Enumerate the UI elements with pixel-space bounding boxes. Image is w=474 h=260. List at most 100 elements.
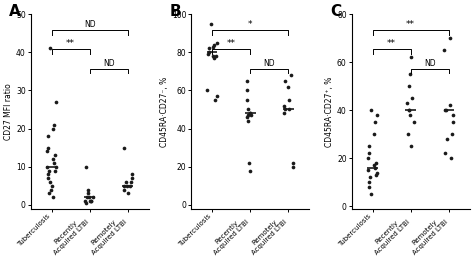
Point: [281, 107, 289, 112]
Point: [406, 72, 414, 76]
Point: [213, 94, 220, 98]
Point: [204, 52, 211, 56]
Point: [128, 172, 136, 176]
Point: [443, 137, 451, 141]
Point: [84, 187, 91, 192]
Point: [446, 103, 454, 107]
Point: [210, 56, 218, 60]
Point: [404, 132, 411, 136]
Point: [86, 199, 94, 203]
Point: [45, 172, 52, 176]
Point: [209, 54, 217, 58]
Point: [83, 195, 91, 199]
Point: [126, 184, 134, 188]
Point: [365, 144, 373, 148]
Point: [247, 113, 255, 117]
Point: [245, 161, 253, 165]
Point: [450, 120, 457, 124]
Point: [405, 108, 412, 112]
Point: [46, 47, 54, 51]
Point: [286, 107, 293, 112]
Point: [46, 180, 54, 184]
Point: [374, 171, 381, 175]
Point: [51, 153, 59, 157]
Point: [244, 113, 252, 117]
Point: [120, 184, 128, 188]
Point: [371, 120, 379, 124]
Point: [43, 165, 51, 169]
Point: [82, 165, 90, 169]
Point: [449, 113, 457, 117]
Point: [446, 36, 454, 40]
Point: [120, 187, 128, 192]
Point: [243, 98, 251, 102]
Point: [440, 48, 448, 52]
Point: [285, 84, 292, 89]
Point: [370, 163, 377, 167]
Point: [212, 54, 219, 58]
Point: [246, 168, 254, 173]
Point: [127, 180, 135, 184]
Point: [82, 199, 89, 203]
Point: [447, 156, 455, 160]
Point: [51, 168, 59, 173]
Point: [441, 108, 448, 112]
Point: [49, 195, 56, 199]
Point: [209, 44, 217, 49]
Point: [43, 149, 51, 153]
Point: [84, 191, 92, 196]
Point: [280, 111, 288, 115]
Y-axis label: CD27 MFI ratio: CD27 MFI ratio: [4, 83, 13, 140]
Point: [123, 184, 131, 188]
Point: [52, 100, 60, 104]
Point: [205, 50, 212, 54]
Point: [280, 103, 288, 108]
Point: [48, 184, 55, 188]
Point: [406, 108, 413, 112]
Point: [85, 195, 93, 199]
Point: [87, 199, 94, 203]
Point: [442, 108, 449, 112]
Point: [120, 146, 128, 150]
Point: [410, 120, 417, 124]
Y-axis label: CD45RA·CD27⁻, %: CD45RA·CD27⁻, %: [160, 76, 169, 147]
Point: [285, 98, 293, 102]
Text: ND: ND: [424, 59, 436, 68]
Point: [407, 144, 415, 148]
Text: ND: ND: [103, 59, 115, 68]
Point: [211, 98, 219, 102]
Point: [448, 132, 456, 136]
Point: [364, 168, 372, 172]
Point: [367, 108, 375, 112]
Point: [289, 165, 297, 169]
Point: [243, 88, 251, 93]
Text: **: **: [66, 39, 75, 48]
Point: [408, 96, 416, 100]
Point: [243, 115, 250, 119]
Point: [245, 107, 252, 112]
Point: [87, 199, 94, 203]
Y-axis label: CD45RA·CD27⁺, %: CD45RA·CD27⁺, %: [325, 76, 334, 147]
Point: [45, 134, 52, 138]
Text: **: **: [387, 39, 396, 48]
Point: [128, 176, 136, 180]
Point: [45, 146, 52, 150]
Point: [365, 180, 373, 184]
Point: [203, 88, 211, 93]
Point: [45, 176, 52, 180]
Point: [405, 84, 412, 88]
Point: [89, 195, 96, 199]
Point: [289, 161, 297, 165]
Point: [213, 41, 220, 45]
Point: [365, 185, 373, 189]
Point: [407, 55, 415, 60]
Point: [53, 165, 60, 169]
Text: C: C: [330, 4, 341, 20]
Point: [282, 79, 289, 83]
Point: [287, 73, 295, 77]
Point: [210, 43, 218, 47]
Point: [366, 175, 374, 179]
Point: [47, 187, 55, 192]
Text: ND: ND: [84, 20, 95, 29]
Point: [49, 157, 56, 161]
